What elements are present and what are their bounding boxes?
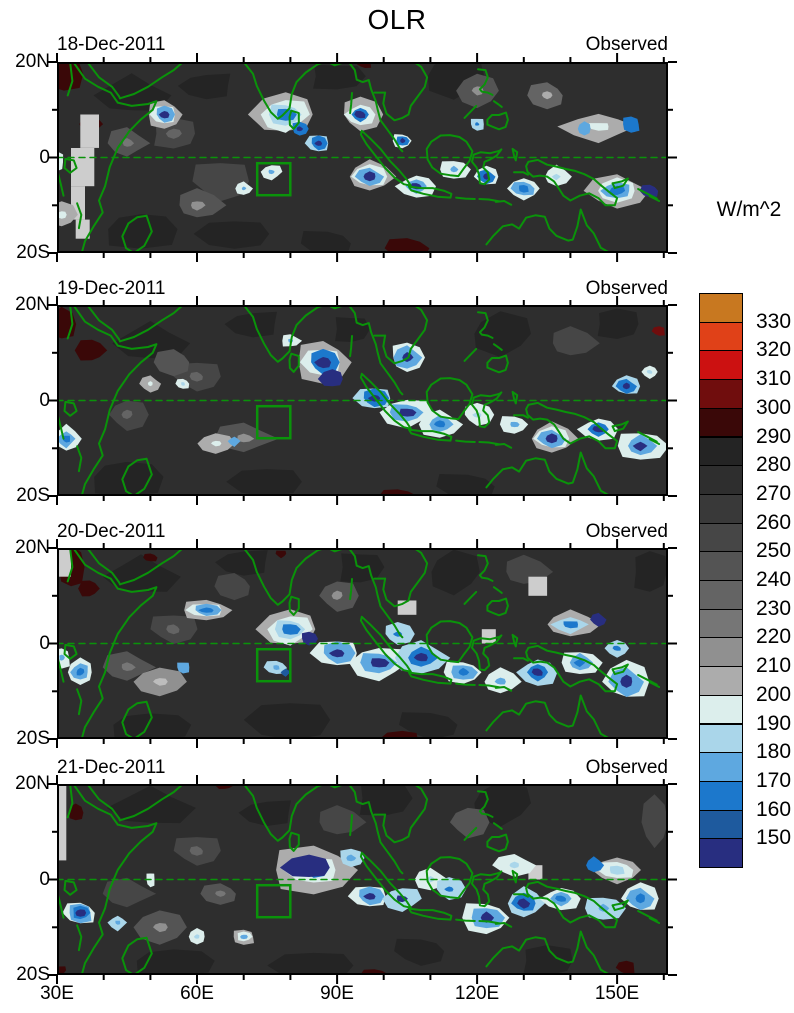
colorbar-cell [699,809,743,840]
colorbar-cell [699,407,743,438]
map-panel-18-dec-2011 [48,53,677,262]
panel-date-label: 18-Dec-2011 [57,34,166,55]
colorbar-tick-label: 250 [756,539,792,563]
y-axis-tick-label: 20N [15,294,50,315]
panel-source-label: Observed [585,34,668,55]
y-axis-tick-label: 20S [16,242,50,263]
y-axis-tick-label: 20S [16,964,50,985]
colorbar-tick-label: 200 [756,682,792,706]
colorbar-cell [699,493,743,524]
colorbar-tick-label: 330 [756,309,792,333]
x-axis-tick-label: 30E [40,983,74,1004]
colorbar-units-label: W/m^2 [716,198,782,221]
colorbar-cell [699,780,743,811]
colorbar-tick-label: 160 [756,797,792,821]
y-axis-tick-label: 20N [15,537,50,558]
colorbar-tick-label: 240 [756,568,792,591]
colorbar-cell [699,637,743,668]
panel-2-header: 19-Dec-2011 Observed [57,278,668,300]
y-axis-tick-label: 20S [16,728,50,749]
panel-date-label: 20-Dec-2011 [57,521,166,542]
map-panel-19-dec-2011 [48,296,677,505]
y-axis-tick-label: 20N [15,773,50,794]
colorbar-tick-label: 190 [756,711,792,735]
y-axis-tick-label: 20N [15,51,50,72]
map-panel-20-dec-2011 [48,539,677,748]
y-axis-tick-label: 0 [39,389,50,411]
panel-date-label: 19-Dec-2011 [57,278,166,299]
colorbar-cell [699,752,743,782]
colorbar-tick-label: 290 [756,424,792,448]
colorbar-tick-label: 260 [756,510,792,534]
map-panel-21-dec-2011 [48,775,677,984]
panel-1-header: 18-Dec-2011 Observed [57,34,668,56]
colorbar-cell [699,350,743,381]
colorbar-tick-label: 210 [756,654,792,678]
colorbar-cell [699,522,743,553]
colorbar-cell [699,465,743,495]
y-axis-tick-label: 0 [39,632,50,654]
colorbar-cell [699,608,743,639]
colorbar-tick-label: 170 [756,768,792,792]
panel-date-label: 21-Dec-2011 [57,757,166,778]
colorbar-tick-label: 280 [756,453,792,477]
colorbar-cell [699,666,743,696]
colorbar-tick-label: 180 [756,740,792,764]
panel-source-label: Observed [585,521,668,542]
colorbar-tick-label: 270 [756,481,792,505]
figure-title: OLR [367,4,427,35]
colorbar-tick-label: 320 [756,338,792,362]
colorbar-cell [699,321,743,352]
colorbar-tick-label: 300 [756,395,792,419]
x-axis-tick-label: 90E [320,983,354,1004]
colorbar-cell [699,723,743,754]
colorbar-cell [699,551,743,581]
y-axis-tick-label: 20S [16,485,50,506]
colorbar-cell [699,694,743,725]
y-axis-tick-label: 0 [39,868,50,890]
colorbar-tick-label: 150 [756,826,792,850]
colorbar-cell [699,436,743,467]
panel-3-header: 20-Dec-2011 Observed [57,521,668,543]
y-axis-tick-label: 0 [39,146,50,168]
colorbar-cell [699,379,743,409]
colorbar-cell [699,293,743,323]
colorbar-tick-label: 230 [756,596,792,620]
panel-source-label: Observed [585,757,668,778]
colorbar-tick-label: 310 [756,367,792,391]
colorbar-cell [699,580,743,610]
panel-source-label: Observed [585,278,668,299]
x-axis-tick-label: 60E [180,983,214,1004]
x-axis-tick-label: 150E [594,983,640,1004]
x-axis-tick-label: 120E [454,983,500,1004]
colorbar-cell [699,838,743,868]
colorbar-tick-label: 220 [756,625,792,649]
panel-4-header: 21-Dec-2011 Observed [57,757,668,779]
